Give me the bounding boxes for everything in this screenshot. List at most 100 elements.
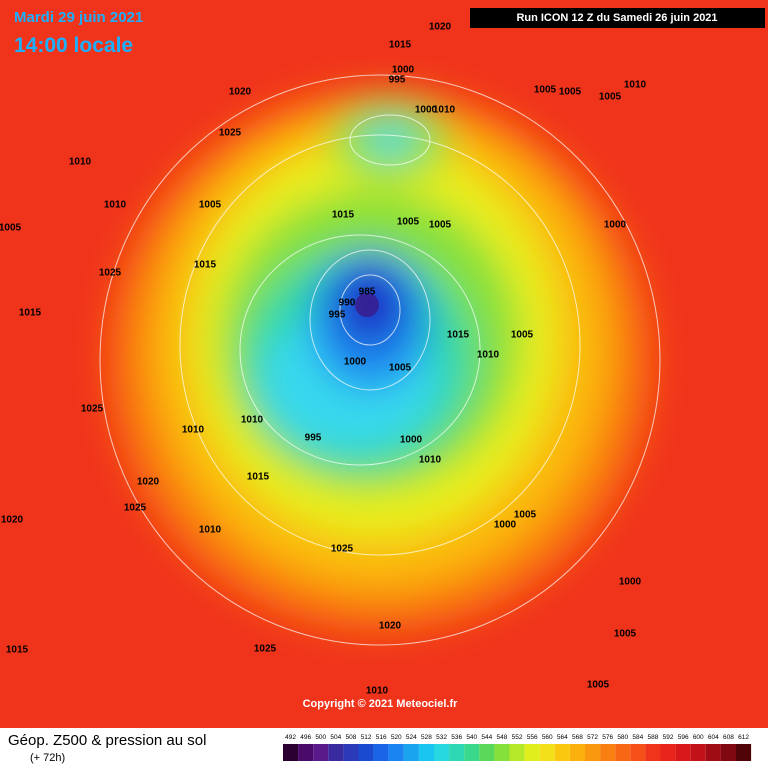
footer-title: Géop. Z500 & pression au sol [8, 732, 206, 749]
legend-swatch [736, 744, 752, 761]
legend-swatch [554, 744, 570, 761]
legend-label: 560 [542, 734, 553, 741]
isobar-label: 1010 [241, 415, 264, 426]
isobar-label: 1010 [477, 350, 500, 361]
legend-swatch [358, 744, 374, 761]
isobar-label: 1000 [604, 220, 627, 231]
date: Mardi 29 juin 2021 [14, 9, 143, 26]
legend-label: 596 [678, 734, 689, 741]
legend-label: 536 [451, 734, 462, 741]
legend-label: 512 [361, 734, 372, 741]
legend-swatch [645, 744, 661, 761]
legend-swatch [464, 744, 480, 761]
isobar-label: 1010 [433, 105, 456, 116]
legend-swatch [343, 744, 359, 761]
legend-swatch [313, 744, 329, 761]
legend-label: 604 [708, 734, 719, 741]
copyright: Copyright © 2021 Meteociel.fr [303, 698, 459, 710]
legend-swatch [388, 744, 404, 761]
isobar-label: 1005 [511, 330, 534, 341]
isobar-label: 1005 [534, 85, 557, 96]
legend-swatch [449, 744, 465, 761]
legend-label: 552 [512, 734, 523, 741]
legend-label: 528 [421, 734, 432, 741]
legend-swatch [660, 744, 676, 761]
isobar-label: 1015 [389, 40, 412, 51]
legend-label: 548 [497, 734, 508, 741]
isobar-label: 1005 [514, 510, 537, 521]
isobar-label: 1005 [429, 220, 452, 231]
isobar-label: 1010 [624, 80, 647, 91]
legend-label: 556 [527, 734, 538, 741]
isobar-label: 1020 [137, 477, 160, 488]
isobar-label: 1005 [599, 92, 622, 103]
isobar-label: 1010 [182, 425, 205, 436]
isobar-label: 1025 [254, 644, 277, 655]
legend-label: 508 [346, 734, 357, 741]
footer-lead: (+ 72h) [30, 752, 65, 764]
legend-label: 608 [723, 734, 734, 741]
isobar-label: 1015 [6, 645, 29, 656]
legend-label: 504 [330, 734, 341, 741]
legend-label: 540 [466, 734, 477, 741]
legend-swatch [585, 744, 601, 761]
isobar-label: 995 [305, 433, 322, 444]
legend-label: 576 [602, 734, 613, 741]
legend-swatch [705, 744, 721, 761]
isobar-label: 1025 [331, 544, 354, 555]
isobar-label: 990 [339, 298, 356, 309]
legend-label: 564 [557, 734, 568, 741]
isobar-label: 1010 [366, 686, 389, 697]
legend-swatch [600, 744, 616, 761]
isobar-label: 1020 [379, 621, 402, 632]
isobar-label: 1000 [619, 577, 642, 588]
legend-label: 544 [481, 734, 492, 741]
legend-label: 524 [406, 734, 417, 741]
legend-label: 500 [315, 734, 326, 741]
isobar-label: 1010 [104, 200, 127, 211]
isobar-label: 1010 [199, 525, 222, 536]
isobar-label: 1000 [344, 357, 367, 368]
legend-swatch [373, 744, 389, 761]
legend-label: 492 [285, 734, 296, 741]
isobar-label: 1000 [494, 520, 517, 531]
isobar-label: 1005 [0, 223, 22, 234]
legend-label: 516 [376, 734, 387, 741]
isobar-label: 1015 [247, 472, 270, 483]
legend-label: 532 [436, 734, 447, 741]
isobar-label: 995 [389, 75, 406, 86]
legend-label: 592 [663, 734, 674, 741]
isobar-label: 1000 [392, 65, 415, 76]
legend-label: 568 [572, 734, 583, 741]
legend-label: 612 [738, 734, 749, 741]
isobar-label: 1025 [81, 404, 104, 415]
isobar-label: 1025 [219, 128, 242, 139]
height-field [0, 0, 768, 728]
time: 14:00 locale [14, 34, 133, 57]
isobar-label: 1020 [229, 87, 252, 98]
isobar-label: 1005 [587, 680, 610, 691]
isobar-label: 1005 [397, 217, 420, 228]
legend-label: 588 [648, 734, 659, 741]
isobar-label: 1025 [124, 503, 147, 514]
isobar-label: 995 [329, 310, 346, 321]
legend-swatch [675, 744, 691, 761]
legend-swatch [524, 744, 540, 761]
legend: 492 496 500 504 508 512 516 520 524 528 532 536 540 5… [283, 734, 752, 761]
legend-swatch [283, 744, 299, 761]
isobar-label: 1000 [400, 435, 423, 446]
legend-label: 572 [587, 734, 598, 741]
legend-label: 600 [693, 734, 704, 741]
isobar-label: 1005 [614, 629, 637, 640]
isobar-label: 1015 [332, 210, 355, 221]
legend-swatch [720, 744, 736, 761]
isobar-label: 1015 [194, 260, 217, 271]
isobar-label: 1025 [99, 268, 122, 279]
legend-swatch [630, 744, 646, 761]
legend-swatch [509, 744, 525, 761]
legend-swatch [690, 744, 706, 761]
legend-label: 584 [632, 734, 643, 741]
isobar-label: 1015 [447, 330, 470, 341]
legend-swatch [615, 744, 631, 761]
